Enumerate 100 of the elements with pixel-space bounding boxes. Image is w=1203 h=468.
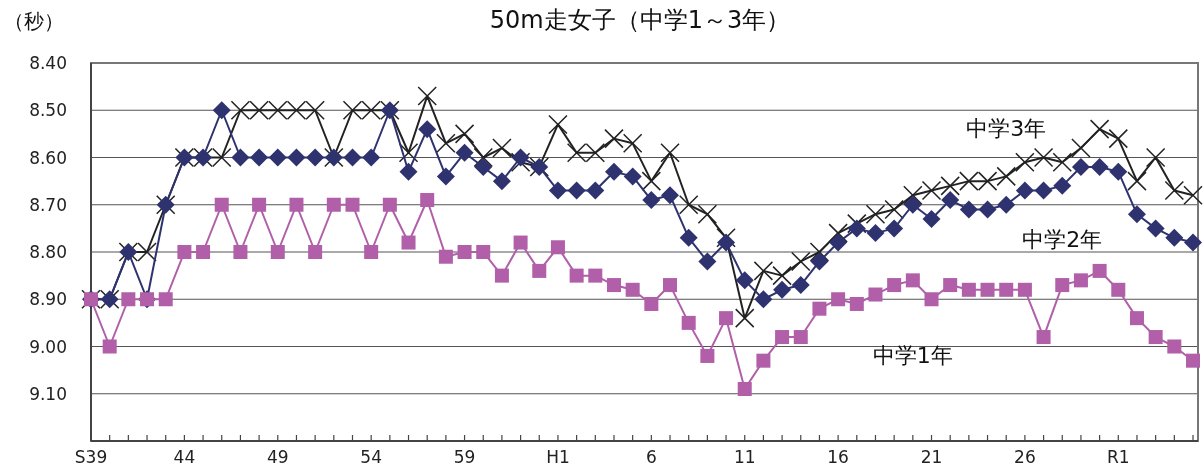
- point: [1108, 128, 1129, 149]
- point: [903, 195, 922, 214]
- point: [829, 233, 848, 252]
- point: [642, 191, 661, 210]
- point: [604, 128, 624, 149]
- point: [978, 200, 997, 219]
- point: [567, 181, 586, 200]
- y-tick-label: 8.80: [29, 242, 67, 262]
- point: [622, 133, 643, 154]
- point: [476, 245, 491, 259]
- point: [791, 276, 810, 295]
- point: [997, 195, 1016, 214]
- point: [737, 382, 752, 397]
- y-tick-label: 8.60: [29, 147, 67, 168]
- point: [1164, 180, 1185, 201]
- point: [754, 290, 773, 309]
- point: [849, 296, 864, 311]
- point: [663, 278, 678, 293]
- point: [812, 301, 827, 316]
- point: [214, 197, 229, 212]
- point: [474, 157, 493, 176]
- point: [999, 282, 1014, 297]
- point: [1089, 119, 1110, 139]
- point: [606, 278, 621, 293]
- point: [1090, 157, 1109, 176]
- point: [492, 138, 512, 158]
- point: [1129, 311, 1144, 326]
- point: [793, 330, 808, 345]
- point: [700, 348, 715, 363]
- point: [772, 265, 792, 286]
- point: [548, 181, 567, 200]
- point: [398, 143, 419, 163]
- point: [698, 252, 717, 271]
- chart-title: 50m走女子（中学1～3年）: [489, 6, 791, 34]
- point: [252, 197, 267, 212]
- point: [1184, 233, 1202, 252]
- point: [773, 280, 792, 299]
- point: [436, 133, 456, 154]
- point: [436, 167, 455, 186]
- point: [102, 339, 117, 354]
- point: [308, 245, 323, 259]
- point: [1071, 157, 1090, 176]
- series-label: 中学1年: [872, 343, 953, 369]
- y-tick-label: 8.50: [29, 100, 67, 121]
- point: [644, 296, 659, 311]
- point: [1092, 263, 1107, 278]
- point: [326, 197, 341, 212]
- point: [828, 223, 848, 243]
- point: [921, 180, 942, 201]
- x-tick-label: 54: [360, 447, 382, 467]
- point: [455, 143, 474, 162]
- y-tick-label: 8.90: [29, 289, 67, 310]
- point: [753, 261, 774, 281]
- point: [1165, 228, 1184, 247]
- point: [1017, 282, 1032, 297]
- point: [158, 292, 173, 307]
- point: [1034, 181, 1053, 200]
- point: [810, 252, 829, 271]
- point: [756, 353, 771, 368]
- point: [641, 171, 662, 191]
- point: [831, 292, 846, 307]
- x-tick-label: R1: [1106, 447, 1130, 467]
- point: [1146, 219, 1165, 238]
- point: [588, 268, 603, 283]
- x-tick-label: 59: [453, 447, 476, 467]
- point: [1036, 330, 1051, 345]
- y-tick-label: 9.00: [29, 336, 67, 357]
- point: [287, 148, 306, 167]
- point: [343, 148, 362, 167]
- point: [905, 273, 920, 288]
- point: [604, 162, 623, 181]
- point: [1073, 273, 1088, 288]
- point: [569, 268, 584, 283]
- point: [121, 292, 136, 307]
- point: [847, 219, 866, 238]
- point: [177, 245, 192, 259]
- point: [550, 240, 565, 255]
- point: [625, 282, 640, 297]
- point: [1127, 205, 1146, 224]
- point: [362, 148, 381, 167]
- point: [961, 282, 976, 297]
- point: [660, 143, 680, 163]
- point: [457, 245, 472, 259]
- point: [884, 199, 904, 220]
- series-label: 中学2年: [1022, 227, 1103, 253]
- point: [494, 268, 509, 283]
- point: [940, 176, 960, 196]
- point: [1033, 147, 1054, 168]
- y-tick-label: 9.10: [29, 383, 67, 404]
- x-tick-label: 6: [645, 447, 657, 467]
- point: [1186, 353, 1200, 368]
- y-tick-label: 8.40: [29, 53, 67, 73]
- x-tick-label: 44: [173, 447, 196, 467]
- point: [250, 148, 269, 167]
- x-tick-label: S39: [74, 447, 108, 467]
- x-tick-label: 26: [1014, 447, 1036, 467]
- x-tick-label: 49: [266, 447, 289, 467]
- point: [473, 147, 493, 168]
- point: [345, 197, 360, 212]
- point: [868, 287, 883, 302]
